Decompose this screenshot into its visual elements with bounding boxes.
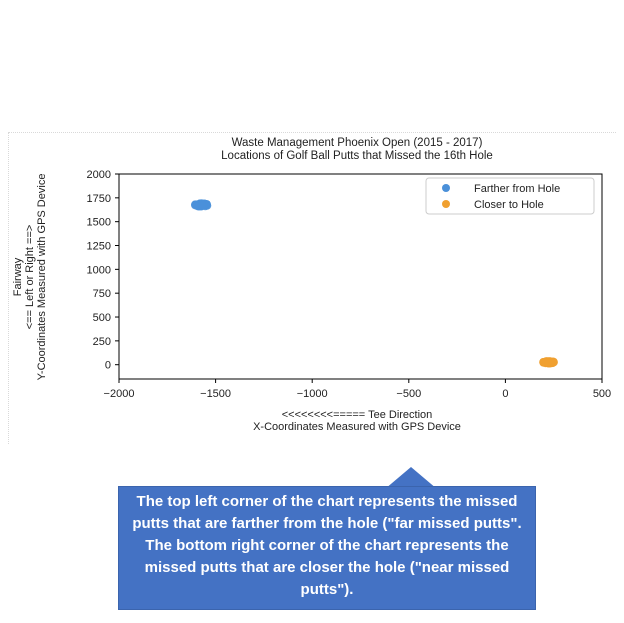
y-axis-title-line2: <== Left or Right ==>	[24, 225, 36, 330]
y-axis: 0 250 500 750 1000 1250 1500 1750 2000	[87, 169, 119, 372]
legend-label-closer: Closer to Hole	[474, 199, 544, 211]
x-tick-label: −2000	[104, 388, 135, 400]
x-tick-label: −500	[396, 388, 421, 400]
chart-title: Waste Management Phoenix Open (2015 - 20…	[232, 137, 483, 149]
x-axis-title-line1: <<<<<<<<===== Tee Direction	[282, 409, 433, 421]
chart-subtitle: Locations of Golf Ball Putts that Missed…	[221, 150, 493, 162]
x-tick-label: 0	[502, 388, 508, 400]
point-farther	[191, 201, 200, 210]
plot-area	[118, 173, 603, 380]
chart-frame	[8, 132, 616, 444]
y-tick-label: 1000	[87, 264, 111, 276]
x-tick-label: −1500	[200, 388, 231, 400]
point-farther	[198, 201, 207, 210]
y-tick-label: 1750	[87, 193, 111, 205]
x-axis: −2000 −1500 −1000 −500 0 500	[104, 379, 611, 400]
scatter-chart: Waste Management Phoenix Open (2015 - 20…	[12, 137, 611, 433]
legend-box	[425, 177, 595, 215]
x-tick-label: 500	[593, 388, 611, 400]
y-tick-label: 1500	[87, 217, 111, 229]
x-axis-title-line2: X-Coordinates Measured with GPS Device	[253, 421, 461, 433]
callout-box: The top left corner of the chart represe…	[118, 486, 536, 610]
y-tick-label: 2000	[87, 169, 111, 181]
y-tick-label: 500	[93, 312, 111, 324]
x-tick-label: −1000	[297, 388, 328, 400]
point-closer	[544, 358, 553, 367]
y-tick-label: 750	[93, 288, 111, 300]
legend-marker-closer	[442, 200, 450, 208]
callout-pointer	[385, 467, 437, 489]
y-axis-title: Fairway <== Left or Right ==> Y-Coordina…	[12, 174, 48, 381]
y-axis-title-line1: Fairway	[12, 257, 24, 296]
y-axis-title-line3: Y-Coordinates Measured with GPS Device	[36, 174, 48, 381]
legend-label-farther: Farther from Hole	[474, 183, 560, 195]
points-layer	[191, 199, 558, 368]
y-tick-label: 250	[93, 336, 111, 348]
y-tick-label: 0	[105, 360, 111, 372]
legend-marker-farther	[442, 184, 450, 192]
legend: Farther from Hole Closer to Hole	[425, 177, 595, 215]
y-tick-label: 1250	[87, 241, 111, 253]
